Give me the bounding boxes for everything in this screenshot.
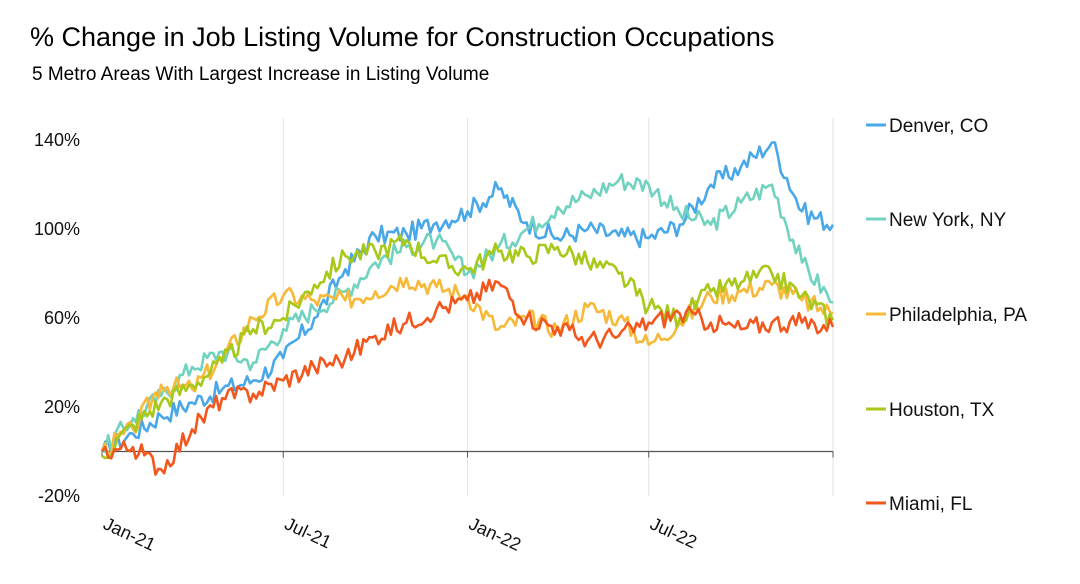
legend-label: Denver, CO <box>889 116 988 137</box>
x-tick-label: Jan-21 <box>100 513 158 554</box>
series-line <box>100 278 835 476</box>
x-tick-label: Jul-21 <box>282 513 335 552</box>
x-axis-ticks: Jan-21 Jul-21 Jan-22 Jul-22 <box>100 451 834 555</box>
series-line <box>100 141 835 457</box>
legend: Denver, CO New York, NY Philadelphia, PA Ho… <box>866 116 1027 515</box>
y-axis-ticks: -20% 20% 60% 100% 140% <box>34 130 80 506</box>
x-tick-label: Jul-22 <box>647 513 700 552</box>
y-tick-label: 60% <box>44 308 80 328</box>
x-tick-label: Jan-22 <box>466 513 524 554</box>
y-tick-label: -20% <box>38 486 80 506</box>
chart-title: % Change in Job Listing Volume for Const… <box>30 22 775 52</box>
legend-label: Houston, TX <box>889 400 995 421</box>
legend-label: Miami, FL <box>889 494 972 515</box>
series-line <box>101 233 835 460</box>
y-tick-label: 140% <box>34 130 80 150</box>
legend-label: Philadelphia, PA <box>889 305 1027 326</box>
chart-subtitle: 5 Metro Areas With Largest Increase in L… <box>32 64 490 85</box>
grid-lines <box>282 118 834 496</box>
y-tick-label: 20% <box>44 397 80 417</box>
series-line <box>101 173 834 453</box>
legend-label: New York, NY <box>889 210 1007 231</box>
y-tick-label: 100% <box>34 219 80 239</box>
series-lines <box>100 141 835 476</box>
